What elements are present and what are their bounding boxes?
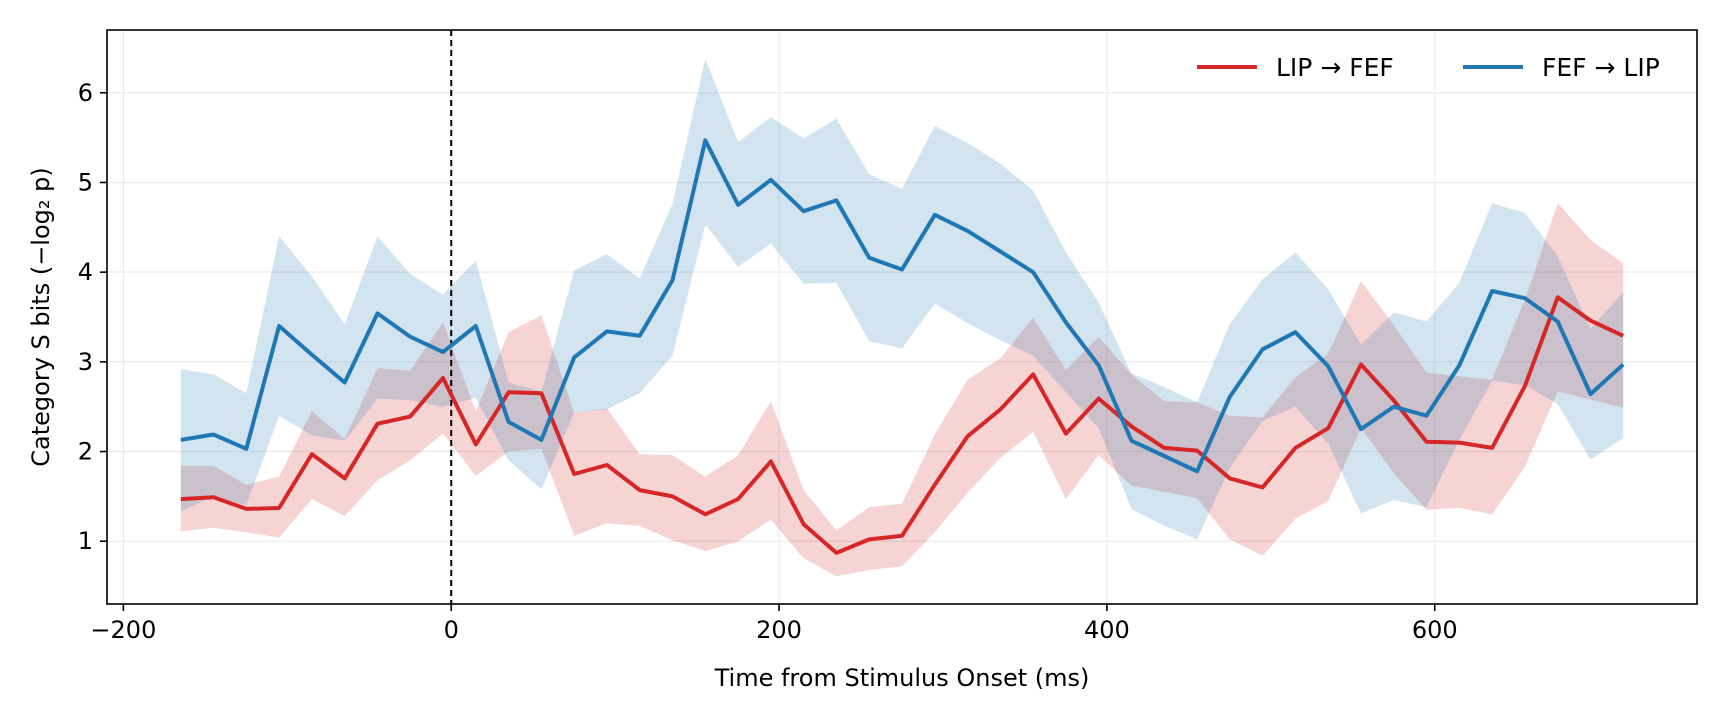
y-tick-label: 5 xyxy=(78,168,93,196)
y-axis-title: Category S bits (−log₂ p) xyxy=(27,167,55,466)
confidence-bands xyxy=(180,58,1624,577)
gridlines xyxy=(107,30,1697,604)
confidence-band-1 xyxy=(180,58,1624,540)
plot-frame xyxy=(106,29,1698,605)
y-tick-label: 6 xyxy=(78,79,93,107)
y-tick-label: 2 xyxy=(78,438,93,466)
legend-label-1: FEF → LIP xyxy=(1542,53,1660,82)
y-tick-label: 4 xyxy=(78,258,93,286)
x-tick-label: 400 xyxy=(1084,616,1130,644)
series-lines xyxy=(180,138,1625,555)
x-tick-label: 200 xyxy=(756,616,802,644)
y-tick-label: 1 xyxy=(78,527,93,555)
x-axis-title: Time from Stimulus Onset (ms) xyxy=(714,664,1090,692)
axis-ticks: −200 0 200 400 600 1 2 3 4 5 6 xyxy=(78,79,1458,644)
x-tick-label: 0 xyxy=(444,616,459,644)
legend-label-0: LIP → FEF xyxy=(1276,53,1394,82)
confidence-band-0 xyxy=(180,203,1624,577)
series-line-0 xyxy=(180,295,1625,555)
x-tick-label: 600 xyxy=(1412,616,1458,644)
y-tick-label: 3 xyxy=(78,348,93,376)
series-line-1 xyxy=(180,138,1625,474)
x-tick-label: −200 xyxy=(90,616,156,644)
legend: LIP → FEF FEF → LIP xyxy=(1197,53,1660,82)
